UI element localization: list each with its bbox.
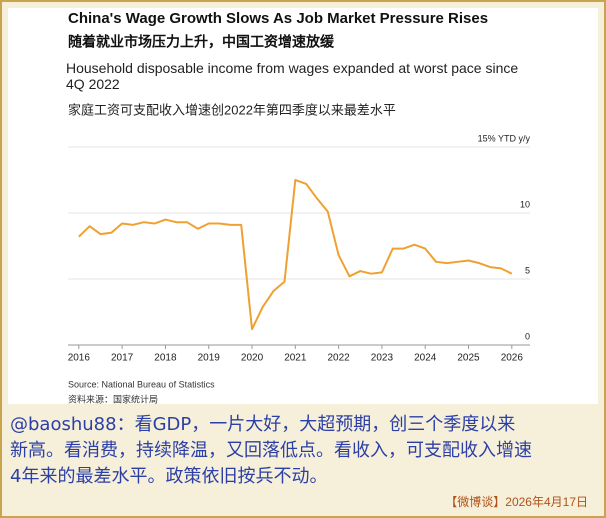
x-tick-label: 2022 <box>327 353 350 364</box>
x-tick-label: 2018 <box>154 353 177 364</box>
x-tick-label: 2019 <box>198 353 221 364</box>
chart-title: China's Wage Growth Slows As Job Market … <box>68 10 488 27</box>
x-tick-label: 2020 <box>241 353 264 364</box>
description-cn: 家庭工资可支配收入增速创2022年第四季度以来最差水平 <box>68 102 396 117</box>
y-tick-label: 5 <box>525 265 530 275</box>
comment-line: @baoshu88：看GDP，一片大好，大超预期，创三个季度以来 <box>10 414 516 435</box>
x-tick-label: 2025 <box>457 353 480 364</box>
y-tick-label: 0 <box>525 331 530 341</box>
comment-line: 新高。看消费，持续降温，又回落低点。看收入，可支配收入增速 <box>10 440 532 461</box>
description: Household disposable income from wages e… <box>66 60 519 92</box>
x-tick-label: 2017 <box>111 353 134 364</box>
chart: China's Wage Growth Slows As Job Market … <box>66 10 531 404</box>
x-tick-label: 2016 <box>68 353 91 364</box>
chart-card <box>8 8 598 404</box>
x-tick-label: 2024 <box>414 353 437 364</box>
x-tick-label: 2026 <box>501 353 524 364</box>
y-tick-label: 15% YTD y/y <box>478 133 531 143</box>
data-line <box>78 178 513 331</box>
comment-line: 4年来的最差水平。政策依旧按兵不动。 <box>10 466 328 487</box>
date: 【微博谈】2026年4月17日 <box>445 495 588 509</box>
comment: @baoshu88：看GDP，一片大好，大超预期，创三个季度以来 新高。看消费，持… <box>10 412 600 490</box>
description-box: Household disposable income from wages e… <box>66 60 519 92</box>
x-tick-label: 2021 <box>284 353 307 364</box>
source: Source: National Bureau of Statistics <box>68 379 215 389</box>
source-cn: 资料来源：国家统计局 <box>68 393 158 404</box>
y-tick-label: 10 <box>520 199 530 209</box>
chart-subtitle: 随着就业市场压力上升，中国工资增速放缓 <box>68 34 335 50</box>
x-tick-label: 2023 <box>371 353 394 364</box>
